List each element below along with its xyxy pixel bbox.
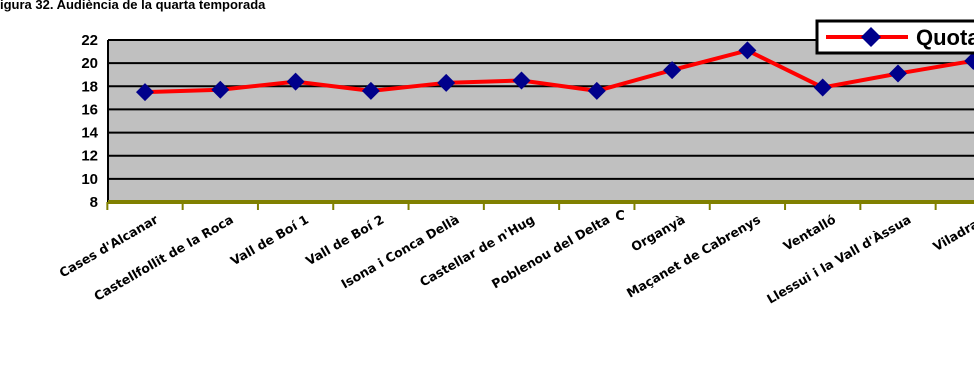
x-tick-label: Castellfollit de la Roca (91, 212, 235, 304)
data-point-marker (437, 73, 456, 92)
y-tick-label: 8 (90, 194, 98, 211)
data-point-marker (361, 81, 380, 100)
series-line (144, 48, 974, 95)
y-tick-label: 12 (81, 148, 98, 165)
x-tick-label: Ventalló (781, 211, 839, 253)
data-point-marker (813, 78, 832, 97)
y-tick-label: 20 (81, 55, 98, 72)
legend: Quota (815, 19, 974, 55)
data-point-marker (136, 83, 154, 102)
series-quota-markers (136, 41, 974, 102)
data-point-marker (286, 72, 305, 91)
plot-area (106, 39, 974, 210)
x-tick-label: Llessui i la Vall d'Àssua (764, 212, 913, 307)
data-point-marker (512, 71, 531, 90)
data-point-marker (964, 51, 974, 70)
y-tick-label: 14 (81, 125, 98, 142)
series-quota (144, 48, 974, 95)
data-point-marker (663, 61, 682, 80)
figure-caption: igura 32. Audiència de la quarta tempora… (0, 0, 266, 12)
y-axis-ticks: 8 10 12 14 16 18 20 22 (81, 32, 98, 211)
data-point-marker (587, 81, 606, 100)
y-tick-label: 18 (81, 78, 98, 95)
plot-background (108, 40, 974, 202)
x-tick-label: Organyà (628, 212, 687, 255)
x-axis-title: C (615, 209, 625, 224)
legend-label: Quota (916, 25, 974, 50)
data-point-marker (738, 41, 757, 60)
x-tick-label: Viladrau (930, 212, 974, 254)
x-tick-label: Vall de Boí 1 (228, 212, 311, 269)
y-tick-label: 16 (81, 101, 98, 118)
legend-marker-swatch (861, 27, 881, 47)
y-tick-label: 22 (81, 32, 98, 49)
x-tick-label: Maçanet de Cabrenys (624, 212, 763, 301)
data-point-marker (211, 80, 230, 99)
y-tick-label: 10 (81, 171, 98, 188)
data-point-marker (889, 64, 907, 83)
